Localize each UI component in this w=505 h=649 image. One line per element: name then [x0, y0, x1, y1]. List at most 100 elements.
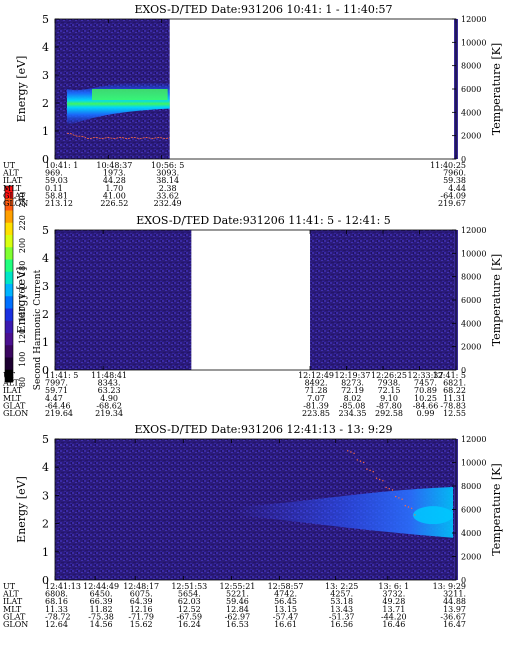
- footer-row-label: MLT: [3, 394, 22, 403]
- footer-value: 292.58: [375, 409, 403, 418]
- footer-value: 62.03: [178, 597, 201, 606]
- footer-value: 10:48:37: [96, 161, 132, 170]
- footer-value: 68.16: [45, 597, 68, 606]
- footer-value: -68.62: [96, 401, 122, 410]
- footer-value: 11.33: [45, 605, 68, 614]
- footer-value: 223.85: [302, 409, 330, 418]
- y2-tick-label: 12000: [461, 435, 486, 444]
- y-tick-label: 3: [42, 489, 49, 502]
- footer-row-label: ILAT: [3, 176, 23, 185]
- footer-value: 232.49: [154, 199, 182, 208]
- y2-tick-label: 8000: [461, 62, 481, 71]
- energy-band-core: [413, 506, 453, 525]
- y-tick-label: 1: [42, 336, 49, 349]
- footer-value: 3732.: [382, 590, 405, 599]
- y-tick-label: 3: [42, 69, 49, 82]
- footer-value: 12:33:37: [408, 371, 444, 380]
- footer-value: 1973.: [103, 169, 126, 178]
- footer-value: 969.: [45, 169, 63, 178]
- footer-value: 59.03: [45, 176, 68, 185]
- y2-tick-label: 2000: [461, 132, 481, 141]
- panels: EXOS-D/TED Date:931206 10:41: 1 - 11:40:…: [2, 3, 503, 629]
- footer-value: 58.81: [45, 191, 68, 200]
- y2-tick-label: 8000: [461, 273, 481, 282]
- energy-band-core: [92, 89, 168, 101]
- y-tick-label: 0: [42, 574, 49, 587]
- footer-value: 0.99: [417, 409, 435, 418]
- footer-value: -51.37: [329, 612, 355, 621]
- colorbar-tick-label: 160: [18, 283, 27, 298]
- y-tick-label: 2: [42, 518, 49, 531]
- y2-tick-label: 6000: [461, 506, 481, 515]
- y-tick-label: 1: [42, 125, 49, 138]
- footer-value: 16.56: [330, 620, 353, 629]
- temperature-point: [366, 468, 368, 470]
- footer-row-label: ALT: [2, 169, 19, 178]
- colorbar-swatch: [5, 333, 13, 346]
- footer-row-label: UT: [3, 161, 16, 170]
- temperature-point: [359, 460, 362, 462]
- footer-value: -57.47: [273, 612, 299, 621]
- y2-tick-label: 10000: [461, 459, 486, 468]
- footer-value: 56.45: [274, 597, 297, 606]
- footer-value: -64.09: [440, 191, 466, 200]
- footer-value: 72.15: [378, 386, 401, 395]
- colorbar-swatch: [5, 345, 13, 358]
- footer-value: 5654.: [178, 590, 201, 599]
- footer-value: -71.79: [128, 612, 154, 621]
- footer-value: 63.23: [98, 386, 121, 395]
- y-axis-label: Energy [eV]: [15, 476, 28, 543]
- y2-axis-label: Temperature [K]: [490, 254, 503, 346]
- temperature-point: [372, 471, 374, 473]
- footer-value: 44.88: [443, 597, 466, 606]
- panel-title: EXOS-D/TED Date:931206 10:41: 1 - 11:40:…: [134, 3, 392, 16]
- footer-value: 4.90: [100, 394, 118, 403]
- temperature-point: [398, 497, 400, 499]
- footer-value: 219.34: [95, 409, 123, 418]
- footer-value: 13.97: [443, 605, 466, 614]
- colorbar-tick-label: 120: [18, 329, 27, 344]
- footer-value: 7457.: [414, 379, 437, 388]
- y-tick-label: 4: [42, 461, 49, 474]
- colorbar-swatch: [5, 296, 13, 309]
- footer-value: 13: 6: 1: [378, 582, 409, 591]
- footer-value: 64.39: [130, 597, 153, 606]
- footer-value: 15.62: [130, 620, 153, 629]
- y-tick-label: 2: [42, 97, 49, 110]
- footer-value: 12.55: [443, 409, 466, 418]
- footer-value: 16.24: [178, 620, 201, 629]
- footer-row-label: MLT: [3, 184, 22, 193]
- data-region: [310, 230, 456, 370]
- footer-row-label: GLON: [3, 199, 28, 208]
- footer-value: 10:41: 1: [45, 161, 78, 170]
- footer-value: 4.47: [45, 394, 63, 403]
- temperature-trace: [66, 132, 170, 140]
- energy-band: [235, 486, 453, 538]
- footer-value: -64.46: [45, 401, 71, 410]
- footer-row-label: ALT: [2, 379, 19, 388]
- footer-row-label: GLAT: [3, 401, 26, 410]
- colorbar-swatch: [5, 210, 13, 224]
- footer-value: 16.46: [382, 620, 405, 629]
- footer-value: 11.31: [443, 394, 466, 403]
- footer-value: 12:12:49: [298, 371, 334, 380]
- y2-tick-label: 0: [461, 155, 466, 164]
- temperature-point: [414, 514, 416, 516]
- footer-value: 6821.: [443, 379, 466, 388]
- footer-value: -78.72: [45, 612, 71, 621]
- footer-value: 16.61: [274, 620, 297, 629]
- footer-value: 6450.: [90, 590, 113, 599]
- footer-value: 13: 9:29: [433, 582, 466, 591]
- temperature-point: [379, 478, 381, 481]
- footer-row-label: UT: [3, 371, 16, 380]
- temperature-point: [353, 452, 355, 454]
- y-tick-label: 5: [42, 13, 49, 26]
- footer-value: 8.02: [344, 394, 362, 403]
- y-tick-label: 5: [42, 224, 49, 237]
- footer-value: 6808.: [45, 590, 68, 599]
- y2-tick-label: 0: [461, 366, 466, 375]
- footer-value: -84.66: [413, 401, 439, 410]
- y2-tick-label: 6000: [461, 296, 481, 305]
- footer-value: 8492.: [305, 379, 328, 388]
